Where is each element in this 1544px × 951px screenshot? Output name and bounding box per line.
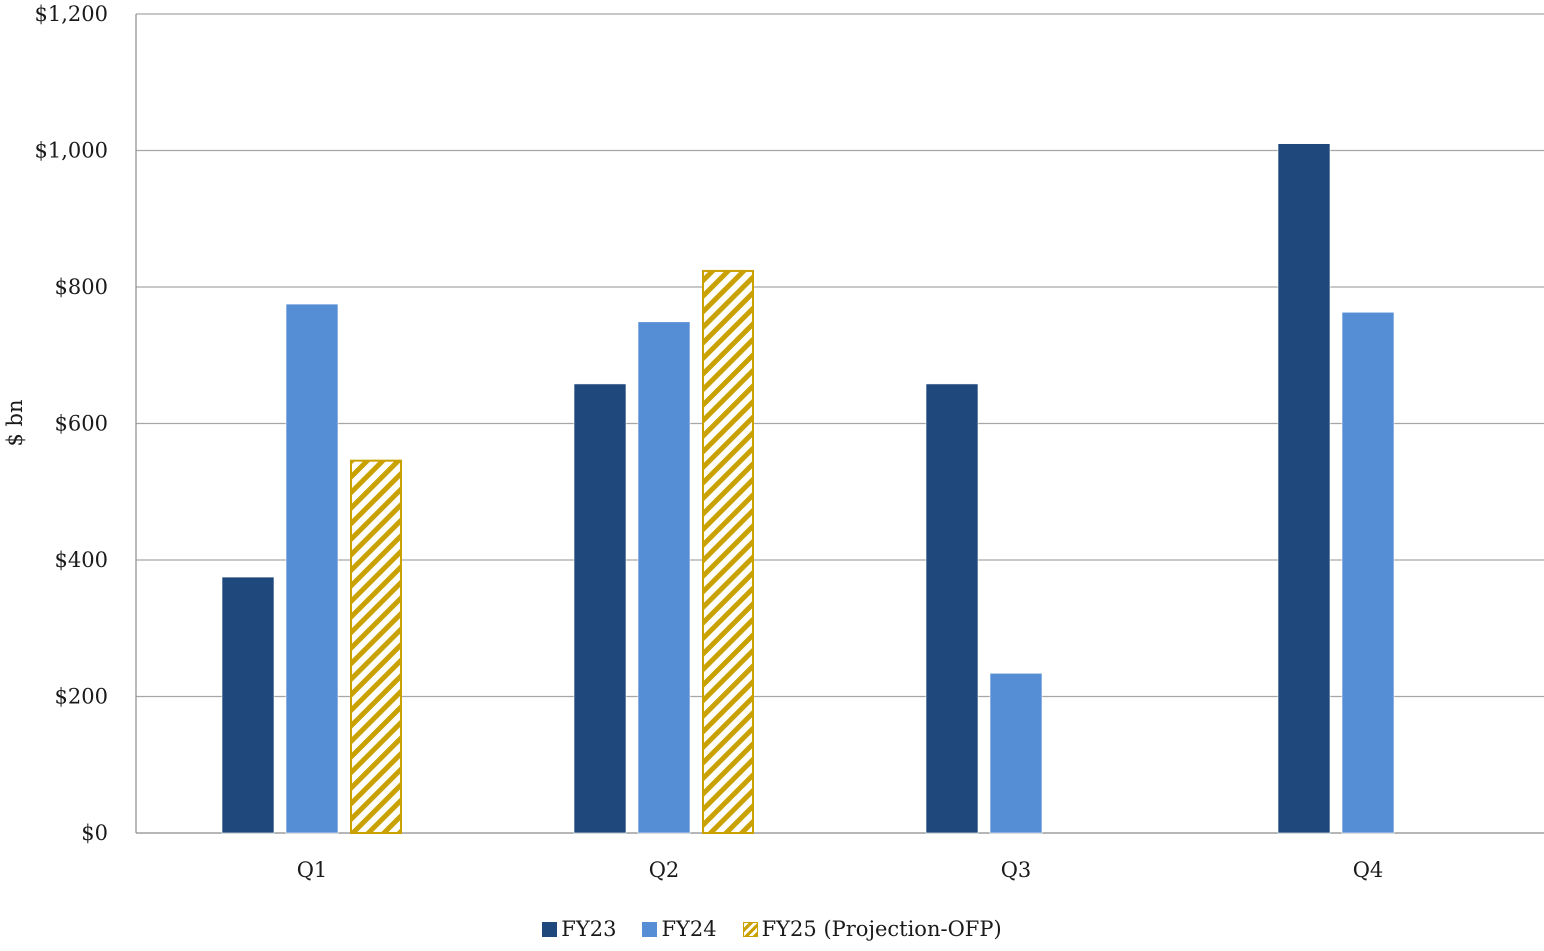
bar-fy23-q2 [573, 383, 627, 834]
x-tick-label: Q1 [297, 858, 328, 882]
bar-fy24-q2 [637, 321, 691, 834]
y-tick-label: $0 [81, 821, 108, 845]
y-tick-label: $1,000 [35, 139, 108, 163]
bar-fy24-q3 [989, 672, 1043, 834]
legend-label-fy24: FY24 [661, 917, 717, 941]
legend-swatch-fy23 [542, 921, 558, 937]
x-tick-label: Q3 [1001, 858, 1032, 882]
axis-labels: $0 $200 $400 $600 $800 $1,000 $1,200 Q1 Q2 Q3 Q4 [35, 2, 1384, 882]
legend-item-fy24: FY24 [642, 917, 717, 941]
legend-label-fy25: FY25 (Projection-OFP) [761, 917, 1002, 941]
x-tick-label: Q2 [649, 858, 680, 882]
y-tick-label: $800 [55, 275, 108, 299]
bar-fy24-q1 [285, 303, 339, 834]
legend-item-fy25: FY25 (Projection-OFP) [742, 917, 1002, 941]
y-tick-label: $400 [55, 548, 108, 572]
y-tick-label: $1,200 [35, 2, 108, 26]
legend-swatch-fy25 [742, 921, 758, 937]
bar-fy25-q2 [702, 269, 754, 834]
y-tick-label: $200 [55, 685, 108, 709]
bar-fy23-q3 [925, 383, 979, 834]
bar-fy25-q1 [350, 459, 402, 834]
legend-swatch-fy24 [642, 921, 658, 937]
x-tick-label: Q4 [1353, 858, 1384, 882]
legend-label-fy23: FY23 [561, 917, 617, 941]
legend: FY23 FY24 FY25 (Projection-OFP) [0, 917, 1544, 941]
bar-fy24-q4 [1341, 311, 1395, 834]
y-axis-title: $ bn [3, 399, 27, 446]
bar-fy23-q4 [1277, 143, 1331, 834]
bar-fy23-q1 [221, 576, 275, 834]
legend-item-fy23: FY23 [542, 917, 616, 941]
y-tick-label: $600 [55, 412, 108, 436]
bars [221, 143, 1395, 834]
gridlines [136, 13, 1544, 698]
